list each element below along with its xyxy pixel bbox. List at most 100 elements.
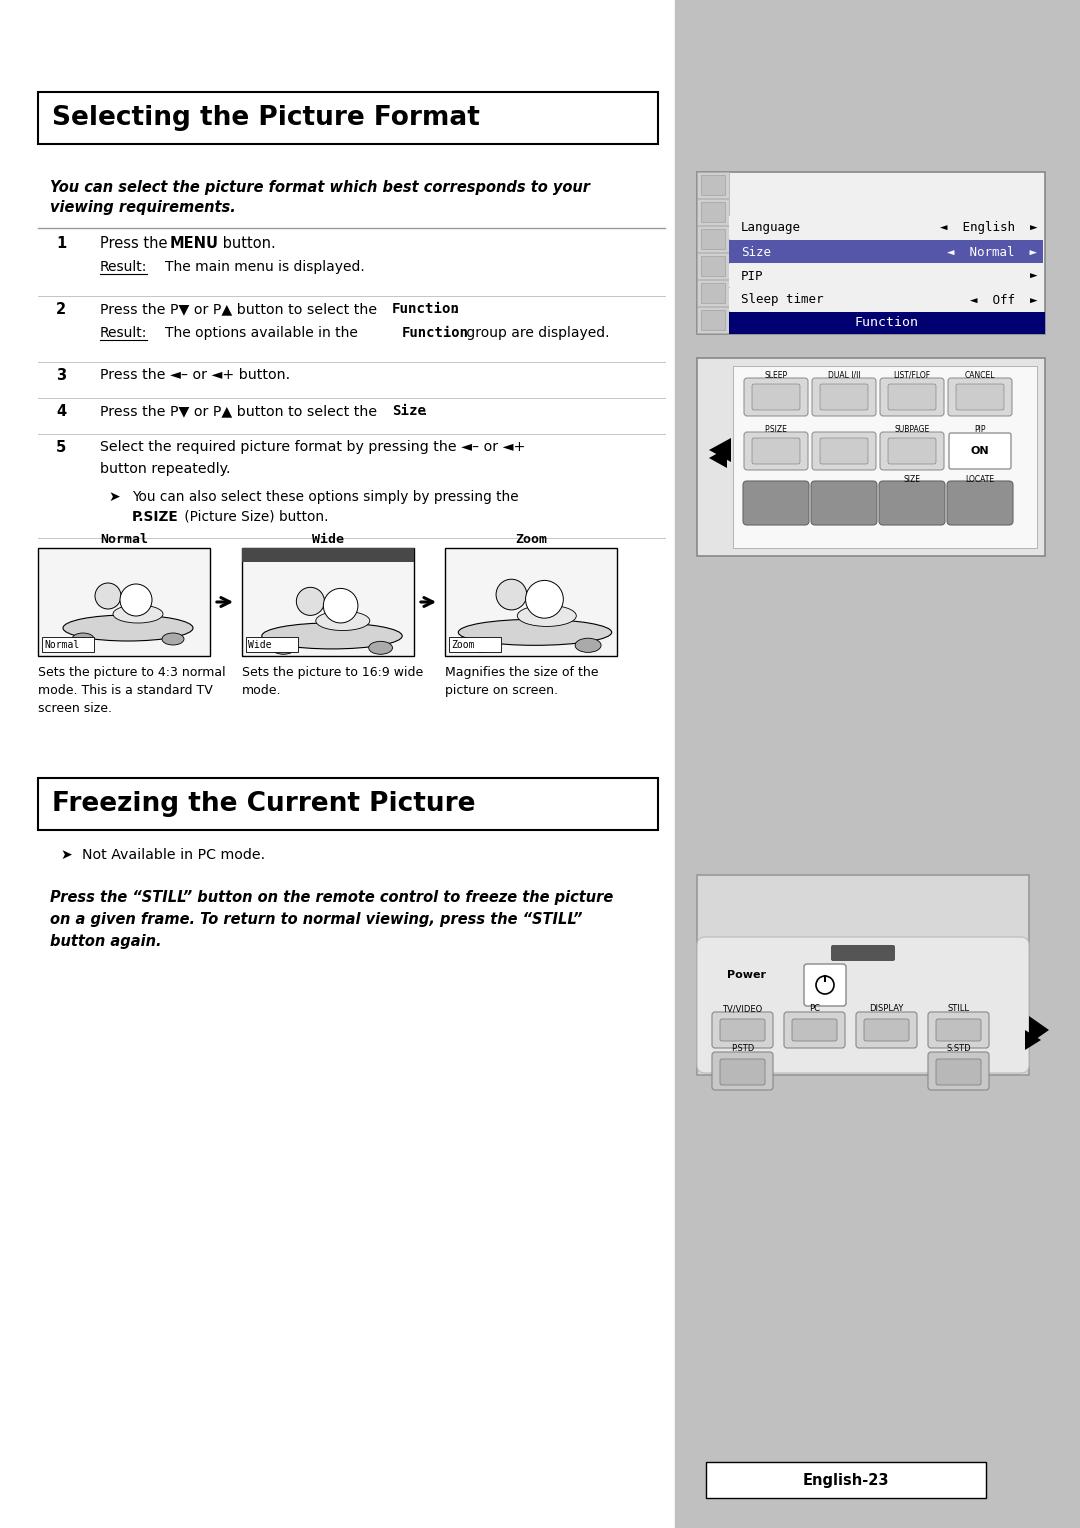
FancyBboxPatch shape (784, 1012, 845, 1048)
Ellipse shape (72, 633, 94, 645)
Text: ◄  Off  ►: ◄ Off ► (970, 293, 1037, 307)
Bar (697, 358, 1045, 556)
FancyBboxPatch shape (888, 384, 936, 410)
FancyBboxPatch shape (744, 377, 808, 416)
Bar (733, 367, 1037, 549)
FancyBboxPatch shape (888, 439, 936, 465)
Text: You can select the picture format which best corresponds to your: You can select the picture format which … (50, 180, 590, 196)
Text: group are displayed.: group are displayed. (462, 325, 609, 341)
Bar (701, 310, 725, 330)
Text: P.SIZE: P.SIZE (132, 510, 178, 524)
Ellipse shape (271, 642, 295, 654)
FancyBboxPatch shape (812, 432, 876, 471)
Bar (246, 637, 298, 652)
FancyBboxPatch shape (820, 439, 868, 465)
Text: DUAL I/II: DUAL I/II (827, 371, 861, 380)
Bar (38, 778, 658, 830)
Text: ►: ► (1029, 269, 1037, 283)
Text: TV/VIDEO: TV/VIDEO (723, 1004, 762, 1013)
FancyBboxPatch shape (804, 964, 846, 1005)
Bar (38, 549, 210, 656)
Text: button again.: button again. (50, 934, 162, 949)
Polygon shape (1029, 1016, 1049, 1044)
Text: You can also select these options simply by pressing the: You can also select these options simply… (132, 490, 518, 504)
Bar (701, 229, 725, 249)
Text: Result:: Result: (100, 260, 147, 274)
Bar (697, 280, 729, 306)
Text: PIP: PIP (741, 269, 764, 283)
FancyBboxPatch shape (752, 439, 800, 465)
Bar (697, 199, 729, 225)
Text: ➤: ➤ (60, 848, 71, 862)
FancyBboxPatch shape (820, 384, 868, 410)
FancyBboxPatch shape (856, 1012, 917, 1048)
FancyBboxPatch shape (811, 481, 877, 526)
Bar (675, 0, 1080, 1528)
Text: Select the required picture format by pressing the ◄– or ◄+: Select the required picture format by pr… (100, 440, 525, 454)
Text: viewing requirements.: viewing requirements. (50, 200, 235, 215)
Ellipse shape (576, 639, 602, 652)
Bar (701, 202, 725, 222)
Text: SLEEP: SLEEP (765, 371, 787, 380)
Text: Not Available in PC mode.: Not Available in PC mode. (82, 848, 265, 862)
Bar (449, 637, 501, 652)
FancyBboxPatch shape (712, 1051, 773, 1089)
Ellipse shape (315, 611, 369, 631)
Circle shape (296, 587, 324, 616)
FancyBboxPatch shape (712, 1012, 773, 1048)
Ellipse shape (517, 605, 577, 626)
Text: Function: Function (855, 316, 919, 330)
Bar (242, 549, 414, 656)
Bar (42, 637, 94, 652)
FancyBboxPatch shape (949, 432, 1011, 469)
Ellipse shape (469, 639, 495, 652)
Text: ◄  Normal  ►: ◄ Normal ► (947, 246, 1037, 258)
Bar (729, 215, 1043, 238)
Text: Press the P▼ or P▲ button to select the: Press the P▼ or P▲ button to select the (100, 303, 381, 316)
Text: Sets the picture to 4:3 normal
mode. This is a standard TV
screen size.: Sets the picture to 4:3 normal mode. Thi… (38, 666, 226, 715)
Bar (701, 283, 725, 303)
Circle shape (496, 579, 527, 610)
Bar (697, 254, 729, 280)
Text: Zoom: Zoom (515, 533, 546, 545)
Text: Power: Power (727, 970, 766, 979)
Text: Wide: Wide (248, 640, 271, 649)
Text: Selecting the Picture Format: Selecting the Picture Format (52, 105, 480, 131)
FancyBboxPatch shape (720, 1059, 765, 1085)
Text: Press the: Press the (100, 235, 172, 251)
Bar (697, 173, 1045, 335)
Bar (697, 226, 729, 252)
FancyBboxPatch shape (880, 432, 944, 471)
Ellipse shape (261, 623, 402, 649)
Text: English-23: English-23 (802, 1473, 889, 1487)
Text: (Picture Size) button.: (Picture Size) button. (180, 510, 328, 524)
Ellipse shape (113, 605, 163, 623)
Circle shape (120, 584, 152, 616)
Circle shape (323, 588, 357, 623)
Bar (242, 549, 414, 562)
FancyBboxPatch shape (879, 481, 945, 526)
FancyBboxPatch shape (936, 1059, 981, 1085)
FancyBboxPatch shape (948, 377, 1012, 416)
Bar (701, 176, 725, 196)
Text: ON: ON (971, 446, 989, 455)
Text: 5: 5 (56, 440, 66, 455)
Bar (729, 264, 1043, 287)
Text: ◄  English  ►: ◄ English ► (940, 222, 1037, 234)
Text: Press the P▼ or P▲ button to select the: Press the P▼ or P▲ button to select the (100, 403, 381, 419)
FancyBboxPatch shape (697, 937, 1029, 1073)
Text: Normal: Normal (44, 640, 79, 649)
Text: on a given frame. To return to normal viewing, press the “STILL”: on a given frame. To return to normal vi… (50, 912, 582, 927)
Text: button repeatedly.: button repeatedly. (100, 461, 230, 477)
Bar (697, 876, 1029, 1076)
Ellipse shape (63, 614, 193, 642)
Circle shape (95, 584, 121, 610)
FancyBboxPatch shape (880, 377, 944, 416)
Text: Magnifies the size of the
picture on screen.: Magnifies the size of the picture on scr… (445, 666, 598, 697)
Text: Function: Function (402, 325, 469, 341)
Text: Result:: Result: (100, 325, 147, 341)
FancyBboxPatch shape (956, 384, 1004, 410)
Bar (38, 92, 658, 144)
Text: PIP: PIP (974, 425, 986, 434)
Bar (729, 240, 1043, 263)
